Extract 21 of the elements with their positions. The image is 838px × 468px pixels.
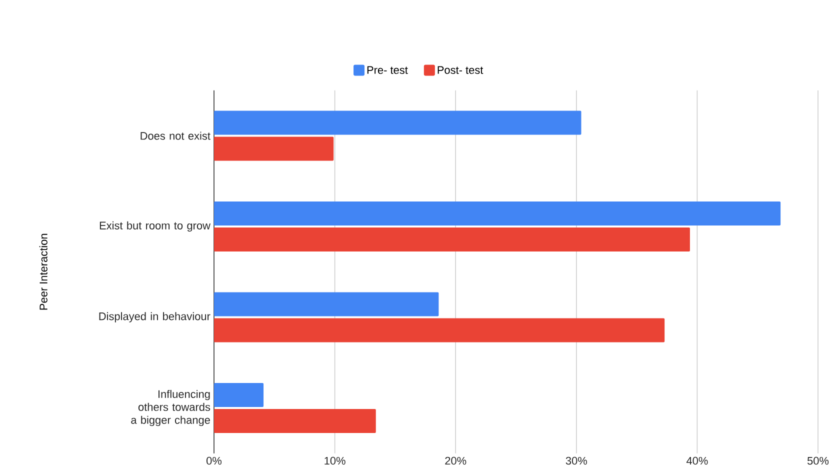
bar	[214, 409, 376, 434]
x-tick-label: 0%	[206, 456, 222, 465]
y-tick-label: Exist but room to grow	[100, 221, 210, 232]
bar	[214, 228, 690, 252]
bar	[214, 318, 665, 342]
y-axis-title: Peer Interaction	[39, 234, 48, 310]
legend-label: Post- test	[438, 66, 484, 74]
x-tick-label: 30%	[566, 456, 587, 465]
bar	[214, 110, 582, 135]
bar	[214, 202, 781, 226]
y-tick-label: Influencing others towards a bigger change	[131, 390, 210, 426]
y-tick-label: Displayed in behaviour	[99, 312, 210, 322]
x-tick-label: 20%	[445, 456, 466, 465]
x-tick-label: 50%	[807, 456, 829, 465]
y-tick-label: Does not exist	[140, 132, 210, 140]
bar	[214, 136, 334, 161]
legend-label: Pre- test	[367, 66, 408, 74]
bar	[214, 383, 264, 408]
x-tick-label: 10%	[324, 456, 346, 465]
bar	[214, 292, 439, 316]
x-tick-label: 40%	[686, 456, 708, 465]
